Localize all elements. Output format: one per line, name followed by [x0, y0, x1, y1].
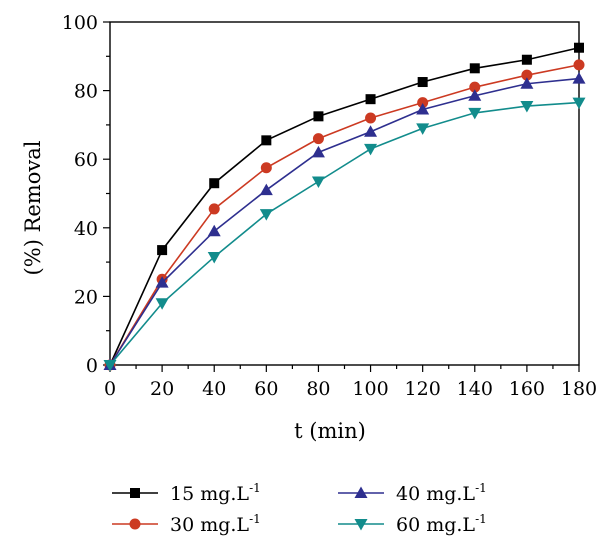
data-point	[157, 245, 168, 256]
data-point	[103, 360, 117, 372]
data-point	[313, 111, 324, 122]
legend-entry-4: 60 mg.L-1	[338, 512, 487, 536]
legend-label-sup: -1	[475, 481, 487, 495]
x-tick-label: 160	[509, 378, 545, 400]
data-point	[417, 97, 429, 109]
legend-label: 15 mg.L-1	[170, 481, 261, 505]
data-point	[468, 107, 482, 120]
x-tick-label: 180	[561, 378, 597, 400]
legend-label: 60 mg.L-1	[396, 512, 487, 536]
legend-label-text: 40 mg.L	[396, 483, 475, 505]
y-tick-label: 40	[74, 218, 98, 240]
data-point	[364, 125, 378, 137]
series-1	[105, 42, 584, 370]
legend-label-text: 60 mg.L	[396, 514, 475, 536]
data-point	[155, 276, 169, 288]
y-tick-label: 20	[74, 286, 98, 308]
x-tick-label: 60	[254, 378, 278, 400]
data-point	[574, 42, 584, 53]
y-tick-label: 100	[62, 12, 98, 34]
series-4	[103, 97, 586, 372]
data-point	[417, 77, 428, 88]
series-2	[104, 59, 585, 371]
series-line	[109, 101, 580, 366]
data-point	[365, 94, 376, 105]
data-point	[469, 81, 481, 93]
x-tick-label: 20	[150, 378, 174, 400]
legend-label-sup: -1	[249, 481, 261, 495]
legend-label: 30 mg.L-1	[170, 512, 261, 536]
data-point	[520, 101, 534, 113]
data-point	[572, 72, 586, 84]
data-point	[312, 133, 324, 145]
legend-marker	[354, 486, 368, 498]
data-point	[468, 89, 482, 101]
x-tick-label: 120	[405, 378, 441, 400]
x-tick-label: 80	[306, 378, 330, 400]
data-point	[520, 77, 534, 89]
data-point	[365, 112, 377, 124]
data-point	[209, 178, 220, 189]
series-layer	[103, 42, 586, 372]
axes	[109, 21, 580, 366]
data-point	[259, 183, 273, 196]
x-tick-label: 0	[104, 378, 116, 400]
data-point	[416, 102, 430, 115]
x-axis-title: t (min)	[294, 419, 366, 443]
data-point	[572, 97, 586, 110]
data-point	[364, 143, 378, 156]
legend-entry-1: 15 mg.L-1	[112, 481, 261, 505]
y-tick-label: 0	[86, 355, 98, 377]
legend-label-sup: -1	[475, 512, 487, 526]
legend: 15 mg.L-130 mg.L-140 mg.L-160 mg.L-1	[112, 481, 487, 536]
data-point	[261, 135, 272, 146]
data-point	[416, 123, 430, 135]
legend-label-text: 30 mg.L	[170, 514, 249, 536]
data-point	[521, 54, 532, 65]
plot-frame	[109, 21, 580, 366]
legend-label-sup: -1	[249, 512, 261, 526]
data-point	[469, 63, 480, 74]
data-point	[207, 251, 221, 264]
data-point	[260, 162, 272, 174]
y-tick-label: 80	[74, 81, 98, 103]
x-tick-label: 40	[202, 378, 226, 400]
legend-label-text: 15 mg.L	[170, 483, 249, 505]
x-tick-label: 140	[457, 378, 493, 400]
data-point	[207, 224, 221, 237]
legend-marker	[129, 518, 141, 530]
data-point	[311, 145, 325, 158]
data-point	[573, 59, 585, 71]
data-point	[521, 69, 533, 81]
series-3	[103, 72, 586, 370]
y-axis-title: (%) Removal	[21, 140, 45, 275]
y-tick-label: 60	[74, 149, 98, 171]
data-point	[208, 203, 220, 215]
data-point	[311, 176, 325, 188]
ticks: 0 20 40 60 80 100 120 140 160 180 0 20 40 60 80 100	[62, 12, 597, 400]
data-point	[155, 298, 169, 310]
data-point	[259, 209, 273, 221]
legend-entry-3: 40 mg.L-1	[338, 481, 487, 505]
series-line	[109, 77, 580, 366]
series-line	[109, 46, 580, 366]
legend-marker	[130, 488, 140, 498]
legend-label: 40 mg.L-1	[396, 481, 487, 505]
series-line	[109, 64, 580, 366]
x-tick-label: 100	[352, 378, 388, 400]
legend-marker	[354, 519, 368, 531]
legend-entry-2: 30 mg.L-1	[112, 512, 261, 536]
